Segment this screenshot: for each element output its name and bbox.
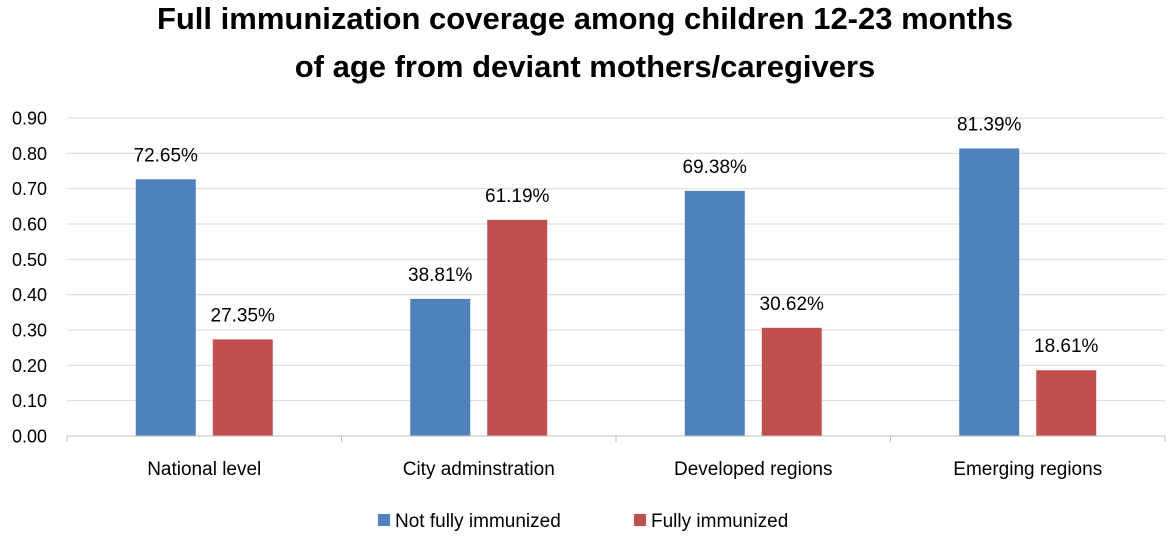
data-label: 61.19% (485, 186, 550, 207)
legend-label: Not fully immunized (395, 511, 561, 532)
data-label: 27.35% (211, 305, 276, 326)
x-category-label: National level (147, 459, 261, 480)
bars (135, 148, 1097, 436)
y-axis: 0.00 0.10 0.20 0.30 0.40 0.50 0.60 0.70 0.80 0.90 (12, 109, 47, 447)
chart-title-line-1: Full immunization coverage among childre… (157, 1, 1013, 36)
bar-not-fully-immunized (684, 190, 745, 436)
data-label: 38.81% (408, 265, 473, 286)
y-tick-label: 0.60 (12, 215, 47, 235)
legend-label: Fully immunized (651, 511, 788, 532)
x-category-label: Developed regions (674, 459, 832, 480)
y-tick-label: 0.30 (12, 321, 47, 341)
bar-fully-immunized (761, 327, 822, 436)
data-label: 18.61% (1034, 336, 1099, 357)
data-label: 69.38% (683, 157, 748, 178)
y-tick-label: 0.90 (12, 109, 47, 129)
y-tick-label: 0.00 (12, 427, 47, 447)
bar-not-fully-immunized (410, 298, 471, 436)
chart-title: Full immunization coverage among childre… (157, 1, 1013, 84)
y-tick-label: 0.80 (12, 144, 47, 164)
y-tick-label: 0.10 (12, 391, 47, 411)
legend: Not fully immunized Fully immunized (378, 511, 788, 532)
data-labels: 72.65% 27.35% 38.81% 61.19% 69.38% 30.62% 81.3… (134, 114, 1099, 357)
bar-not-fully-immunized (135, 179, 196, 436)
bar-fully-immunized (1036, 370, 1097, 436)
x-category-label: City adminstration (403, 459, 555, 480)
bar-fully-immunized (212, 339, 273, 436)
y-tick-label: 0.20 (12, 356, 47, 376)
data-label: 81.39% (957, 114, 1022, 135)
x-category-label: Emerging regions (953, 459, 1102, 480)
data-label: 72.65% (134, 145, 199, 166)
chart-title-line-2: of age from deviant mothers/caregivers (295, 49, 876, 84)
y-tick-label: 0.50 (12, 250, 47, 270)
legend-swatch (634, 514, 646, 526)
y-tick-label: 0.70 (12, 179, 47, 199)
data-label: 30.62% (760, 294, 825, 315)
x-axis: National level City adminstration Develope… (66, 435, 1166, 480)
legend-swatch (378, 514, 390, 526)
bar-not-fully-immunized (959, 148, 1020, 436)
bar-fully-immunized (487, 219, 548, 436)
y-tick-label: 0.40 (12, 285, 47, 305)
